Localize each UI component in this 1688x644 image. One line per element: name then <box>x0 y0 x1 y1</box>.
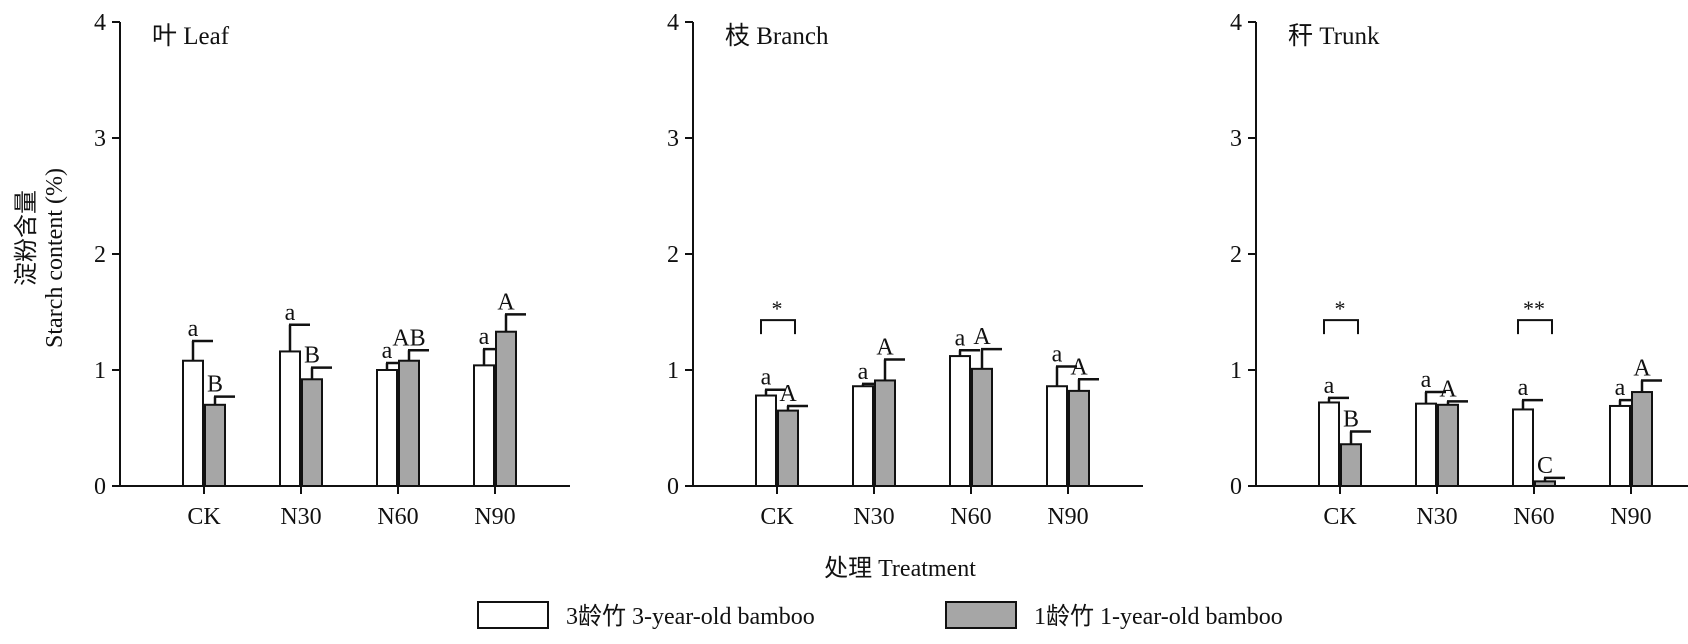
bar <box>777 409 799 488</box>
y-tick-label: 3 <box>94 126 106 152</box>
y-axis-label-en: Starch content (%) <box>42 168 68 348</box>
y-tick-label: 2 <box>1230 242 1242 268</box>
bar <box>1609 404 1631 487</box>
significance-letter: A <box>1633 355 1651 381</box>
significance-star: * <box>1335 296 1346 321</box>
y-tick-label: 4 <box>1230 10 1242 36</box>
significance-bracket <box>760 319 796 335</box>
y-tick-label: 2 <box>667 242 679 268</box>
x-tick-label: N60 <box>377 504 418 530</box>
x-tick-label: N30 <box>1416 504 1457 530</box>
y-tick-label: 0 <box>1230 474 1242 500</box>
x-axis-label: 处理 Treatment <box>824 555 976 582</box>
bar <box>1068 389 1090 488</box>
y-tick-label: 3 <box>667 126 679 152</box>
x-tick-label: N60 <box>950 504 991 530</box>
y-tick-label: 2 <box>94 242 106 268</box>
significance-letter: a <box>1324 373 1335 399</box>
legend-label-three-year: 3龄竹 3-year-old bamboo <box>566 603 815 630</box>
bar <box>182 359 204 487</box>
bar <box>971 367 993 487</box>
significance-letter: a <box>1052 342 1063 368</box>
significance-letter: A <box>973 324 991 350</box>
x-tick-label: CK <box>760 504 794 530</box>
panel-title: 秆 Trunk <box>1288 22 1380 50</box>
significance-letter: A <box>1439 376 1457 402</box>
legend-label-one-year: 1龄竹 1-year-old bamboo <box>1034 603 1283 630</box>
x-tick-label: N60 <box>1513 504 1554 530</box>
y-tick-label: 1 <box>667 358 679 384</box>
bar <box>301 378 323 487</box>
significance-letter: A <box>876 335 894 361</box>
significance-letter: A <box>779 381 797 407</box>
significance-letter: B <box>207 372 223 398</box>
x-tick-label: N90 <box>474 504 515 530</box>
bar <box>1437 403 1459 487</box>
significance-letter: a <box>858 359 869 385</box>
panel-title: 叶 Leaf <box>152 23 230 50</box>
x-tick-label: CK <box>187 504 221 530</box>
significance-letter: B <box>1343 406 1359 432</box>
significance-star: * <box>772 296 783 321</box>
panel-title: 枝 Branch <box>725 22 829 50</box>
significance-bracket <box>1323 319 1359 335</box>
significance-letter: B <box>304 343 320 369</box>
legend-swatch-one-year <box>945 601 1017 629</box>
significance-letter: A <box>497 289 515 315</box>
bar <box>949 355 971 487</box>
significance-letter: A <box>1070 354 1088 380</box>
significance-letter: a <box>955 325 966 351</box>
x-tick-label: N90 <box>1610 504 1651 530</box>
y-tick-label: 3 <box>1230 126 1242 152</box>
significance-letter: a <box>382 338 393 364</box>
y-tick-label: 1 <box>1230 358 1242 384</box>
bar <box>473 364 495 487</box>
y-tick-label: 0 <box>667 474 679 500</box>
legend: 3龄竹 3-year-old bamboo 1龄竹 1-year-old bam… <box>477 601 1283 630</box>
bar <box>279 350 301 487</box>
x-tick-label: N90 <box>1047 504 1088 530</box>
bar <box>376 369 398 487</box>
significance-letter: a <box>285 300 296 326</box>
significance-letter: a <box>1615 375 1626 401</box>
significance-letter: a <box>1518 375 1529 401</box>
y-tick-label: 0 <box>94 474 106 500</box>
bar <box>874 379 896 487</box>
bar <box>495 330 517 487</box>
bar <box>1046 385 1068 487</box>
significance-bracket <box>1517 319 1553 335</box>
y-tick-label: 4 <box>667 10 679 36</box>
bar <box>204 403 226 487</box>
x-tick-label: N30 <box>280 504 321 530</box>
bar <box>755 394 777 487</box>
y-tick-label: 1 <box>94 358 106 384</box>
significance-letter: C <box>1537 453 1553 479</box>
bar <box>1534 480 1556 487</box>
x-tick-label: CK <box>1323 504 1357 530</box>
significance-star: ** <box>1523 296 1545 321</box>
significance-letter: AB <box>392 325 425 351</box>
legend-swatch-three-year <box>477 601 549 629</box>
bar <box>1318 401 1340 488</box>
bar <box>1415 402 1437 488</box>
significance-letter: a <box>1421 367 1432 393</box>
y-tick-label: 4 <box>94 10 106 36</box>
bar <box>1512 408 1534 487</box>
significance-letter: a <box>479 324 490 350</box>
x-tick-label: N30 <box>853 504 894 530</box>
significance-letter: a <box>761 365 772 391</box>
y-axis-label-cn: 淀粉含量 <box>13 190 40 286</box>
significance-letter: a <box>188 316 199 342</box>
bar <box>1340 443 1362 487</box>
bar <box>1631 391 1653 488</box>
bar <box>398 359 420 487</box>
bar <box>852 385 874 487</box>
